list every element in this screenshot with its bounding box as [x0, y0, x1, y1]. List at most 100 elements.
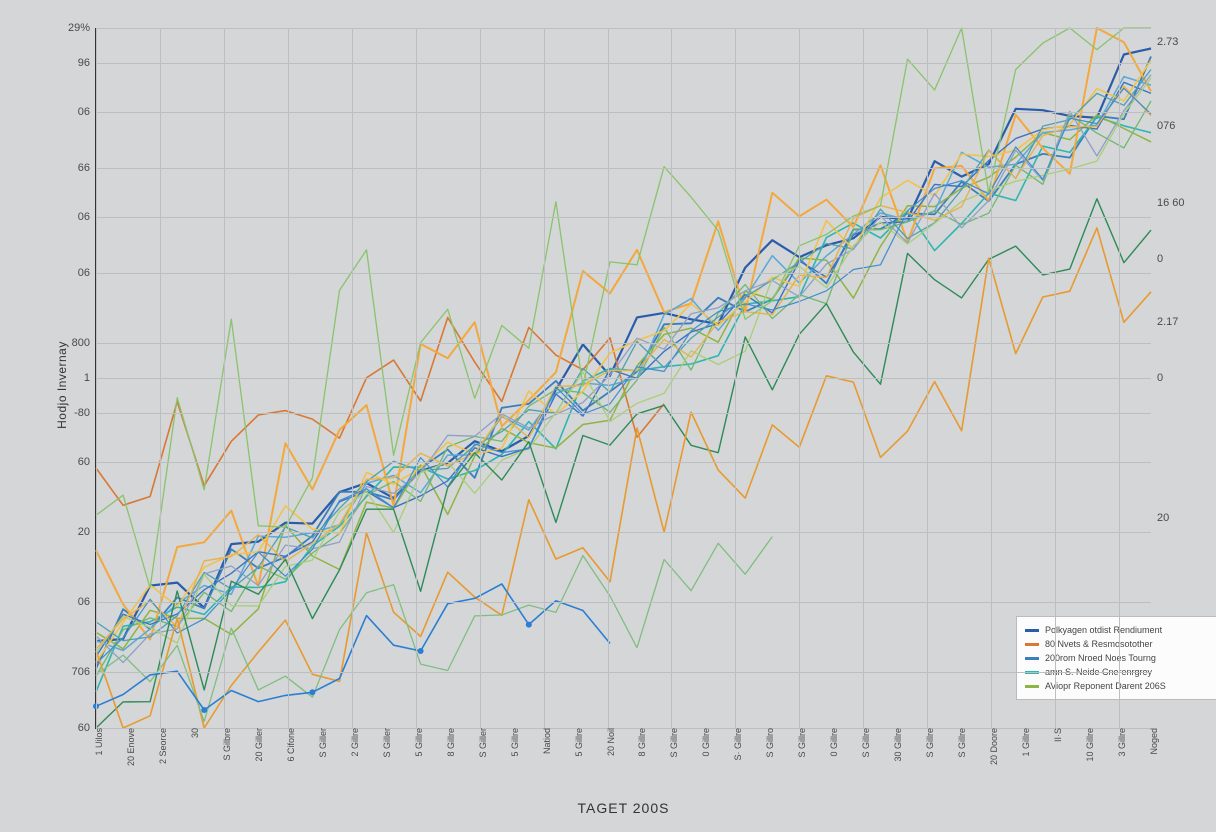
xtick-label: 30 Gillre — [887, 728, 903, 762]
legend-label: AViopr Reponent Darent 206S — [1045, 679, 1166, 693]
ytick-label-right: 16 60 — [1151, 197, 1185, 209]
ytick-label: 706 — [72, 666, 96, 678]
ytick-label: 06 — [78, 267, 96, 279]
xtick-label: S· Gillre — [727, 728, 743, 761]
ytick-label-right: 20 — [1151, 512, 1169, 524]
gridline-h — [96, 413, 1151, 414]
gridline-h — [96, 28, 1151, 29]
gridline-v — [991, 28, 992, 728]
series-marker — [526, 622, 532, 628]
ytick-label-right: 076 — [1151, 120, 1175, 132]
gridline-h — [96, 217, 1151, 218]
gridline-v — [160, 28, 161, 728]
legend-row: AViopr Reponent Darent 206S — [1025, 679, 1216, 693]
xtick-label: II·S — [1047, 728, 1063, 742]
xtick-label: S Gilbre — [216, 728, 232, 761]
ytick-label: 29% — [68, 22, 96, 34]
ytick-label: 06 — [78, 211, 96, 223]
gridline-h — [96, 112, 1151, 113]
xtick-label: 1 Uilos — [88, 728, 104, 756]
ytick-label-right: 0 — [1151, 372, 1163, 384]
ytick-label: -80 — [74, 407, 96, 419]
ytick-label: 1 — [84, 372, 96, 384]
series-line — [96, 28, 1151, 640]
xtick-label: 20 Doore — [983, 728, 999, 765]
gridline-v — [1055, 28, 1056, 728]
xtick-label: 8 Gillre — [440, 728, 456, 757]
xtick-label: 30 — [184, 728, 200, 738]
gridline-h — [96, 343, 1151, 344]
ytick-label-right: 0 — [1151, 253, 1163, 265]
xtick-label: S Giller — [472, 728, 488, 758]
xtick-label: 0 Gillre — [823, 728, 839, 757]
xtick-label: S Giller — [312, 728, 328, 758]
legend-label: Polkyagen otdist Rendiument — [1045, 623, 1162, 637]
xtick-label: Natiod — [536, 728, 552, 754]
legend-swatch — [1025, 643, 1039, 646]
xtick-label: 8 Gillre — [631, 728, 647, 757]
series-marker — [309, 689, 315, 695]
ytick-label: 06 — [78, 106, 96, 118]
xtick-label: 2 Seorce — [152, 728, 168, 764]
legend-label: 200rom Nroed Noes Tourng — [1045, 651, 1156, 665]
gridline-v — [96, 28, 97, 728]
legend: Polkyagen otdist Rendiument80 Nvets & Re… — [1016, 616, 1216, 700]
gridline-v — [544, 28, 545, 728]
legend-label: 80 Nvets & Resmosotother — [1045, 637, 1153, 651]
legend-swatch — [1025, 657, 1039, 660]
xtick-label: 10 Gillre — [1079, 728, 1095, 762]
line-chart: Polkyagen otdist Rendiument80 Nvets & Re… — [0, 0, 1216, 832]
ytick-label: 60 — [78, 456, 96, 468]
xtick-label: 20 Noil — [600, 728, 616, 756]
gridline-h — [96, 63, 1151, 64]
gridline-v — [927, 28, 928, 728]
series-marker — [201, 707, 207, 713]
plot-area: Polkyagen otdist Rendiument80 Nvets & Re… — [95, 28, 1151, 729]
series-marker — [418, 648, 424, 654]
ytick-label: 800 — [72, 337, 96, 349]
gridline-v — [735, 28, 736, 728]
legend-swatch — [1025, 629, 1039, 632]
gridline-h — [96, 273, 1151, 274]
gridline-v — [671, 28, 672, 728]
xtick-label: S Gillro — [759, 728, 775, 758]
xtick-label: 5 Gillre — [408, 728, 424, 757]
gridline-h — [96, 168, 1151, 169]
xtick-label: 1 Gillre — [1015, 728, 1031, 757]
series-line — [96, 228, 1151, 728]
gridline-h — [96, 462, 1151, 463]
legend-row: Polkyagen otdist Rendiument — [1025, 623, 1216, 637]
series-line — [96, 199, 1151, 728]
ytick-label: 06 — [78, 596, 96, 608]
gridline-v — [1119, 28, 1120, 728]
gridline-h — [96, 532, 1151, 533]
xtick-label: 5 Gillre — [504, 728, 520, 757]
xtick-label: S Gillre — [855, 728, 871, 758]
x-axis-label: TAGET 200S — [578, 800, 670, 816]
legend-swatch — [1025, 685, 1039, 688]
xtick-label: 6 Cifone — [280, 728, 296, 762]
gridline-v — [799, 28, 800, 728]
xtick-label: 2 Gillre — [344, 728, 360, 757]
xtick-label: S Gillre — [919, 728, 935, 758]
ytick-label-right: 2.73 — [1151, 36, 1178, 48]
xtick-label: 20 Giller — [248, 728, 264, 762]
xtick-label: 5 Gillre — [568, 728, 584, 757]
xtick-label: S Gillre — [663, 728, 679, 758]
gridline-v — [608, 28, 609, 728]
gridline-v — [863, 28, 864, 728]
gridline-v — [480, 28, 481, 728]
ytick-label: 96 — [78, 57, 96, 69]
gridline-v — [288, 28, 289, 728]
xtick-label: S Gillre — [791, 728, 807, 758]
ytick-label-right: 2.17 — [1151, 316, 1178, 328]
legend-row: 200rom Nroed Noes Tourng — [1025, 651, 1216, 665]
gridline-h — [96, 378, 1151, 379]
gridline-v — [224, 28, 225, 728]
xtick-label: S Gillre — [951, 728, 967, 758]
gridline-v — [352, 28, 353, 728]
xtick-label: 0 Gillre — [695, 728, 711, 757]
ytick-label: 66 — [78, 162, 96, 174]
ytick-label: 20 — [78, 526, 96, 538]
y-axis-label: Hodjo Invernay — [55, 341, 69, 429]
